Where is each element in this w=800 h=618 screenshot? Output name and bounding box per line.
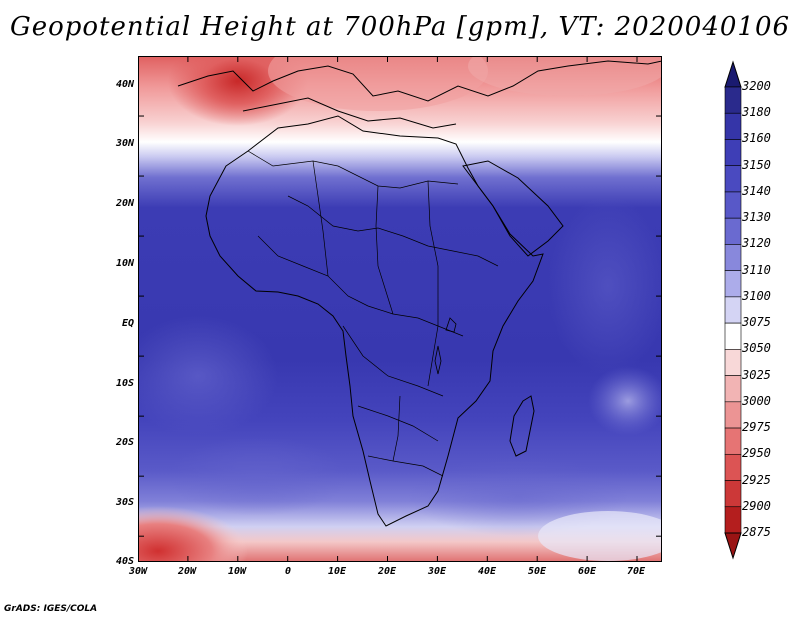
colorbar-level-label: 3150 xyxy=(742,157,771,172)
lat-label-30n: 30N xyxy=(115,138,134,149)
lat-label-10s: 10S xyxy=(115,378,134,389)
colorbar-swatch xyxy=(724,427,742,455)
colorbar-bottom-arrow xyxy=(724,532,742,560)
lon-label-10e: 10E xyxy=(327,566,347,577)
colorbar-level-label: 2875 xyxy=(742,525,771,539)
geopotential-field-map xyxy=(68,31,678,596)
colorbar-swatch xyxy=(724,506,742,534)
lat-label-20s: 20S xyxy=(115,437,134,448)
colorbar-swatch xyxy=(724,322,742,350)
lon-label-10w: 10W xyxy=(227,566,247,577)
colorbar-swatch xyxy=(724,86,742,114)
lon-label-20w: 20W xyxy=(177,566,197,577)
colorbar-swatch xyxy=(724,270,742,298)
colorbar-swatch xyxy=(724,112,742,140)
lon-label-70e: 70E xyxy=(626,566,646,577)
map-panel xyxy=(68,31,678,596)
footer-credit: GrADS: IGES/COLA xyxy=(4,604,98,614)
colorbar-swatch xyxy=(724,165,742,193)
lat-label-40n: 40N xyxy=(115,79,134,90)
colorbar-level-label: 3160 xyxy=(742,131,771,146)
lon-label-30w: 30W xyxy=(128,566,148,577)
colorbar-top-arrow xyxy=(724,60,742,88)
colorbar-swatch xyxy=(724,401,742,429)
lat-label-10n: 10N xyxy=(115,258,134,269)
lat-label-20n: 20N xyxy=(115,198,134,209)
colorbar-level-label: 2975 xyxy=(742,420,771,435)
colorbar-swatch xyxy=(724,191,742,219)
colorbar-swatch xyxy=(724,244,742,271)
colorbar-level-label: 3200 xyxy=(742,79,771,93)
lat-label-eq: EQ xyxy=(121,318,134,329)
colorbar-swatch xyxy=(724,480,742,508)
lat-label-40s: 40S xyxy=(115,556,134,567)
colorbar-level-label: 3075 xyxy=(742,315,771,330)
colorbar-level-label: 2900 xyxy=(742,498,771,513)
colorbar-level-label: 3180 xyxy=(742,105,771,120)
colorbar-level-label: 2950 xyxy=(742,446,771,461)
colorbar-swatch xyxy=(724,217,742,245)
lon-label-60e: 60E xyxy=(577,566,597,577)
lat-label-30s: 30S xyxy=(115,497,134,508)
colorbar-level-label: 3120 xyxy=(742,236,771,251)
colorbar-level-label: 3025 xyxy=(742,367,771,382)
colorbar xyxy=(724,60,742,560)
colorbar-level-label: 3110 xyxy=(742,262,771,277)
map-title: Geopotential Height at 700hPa [gpm], VT:… xyxy=(9,12,791,42)
colorbar-swatch xyxy=(724,349,742,376)
colorbar-swatch xyxy=(724,139,742,167)
colorbar-swatch xyxy=(724,453,742,481)
lon-label-30e: 30E xyxy=(427,566,447,577)
lon-label-20e: 20E xyxy=(377,566,397,577)
colorbar-level-label: 3000 xyxy=(742,393,771,408)
lon-label-0: 0 xyxy=(284,566,292,577)
colorbar-level-label: 2925 xyxy=(742,472,771,487)
colorbar-swatch xyxy=(724,375,742,403)
lon-label-50e: 50E xyxy=(527,566,547,577)
colorbar-level-label: 3050 xyxy=(742,341,771,356)
colorbar-level-label: 3140 xyxy=(742,183,771,198)
colorbar-level-label: 3100 xyxy=(742,288,771,303)
colorbar-swatch xyxy=(724,296,742,324)
colorbar-level-label: 3130 xyxy=(742,210,771,225)
lon-label-40e: 40E xyxy=(477,566,497,577)
